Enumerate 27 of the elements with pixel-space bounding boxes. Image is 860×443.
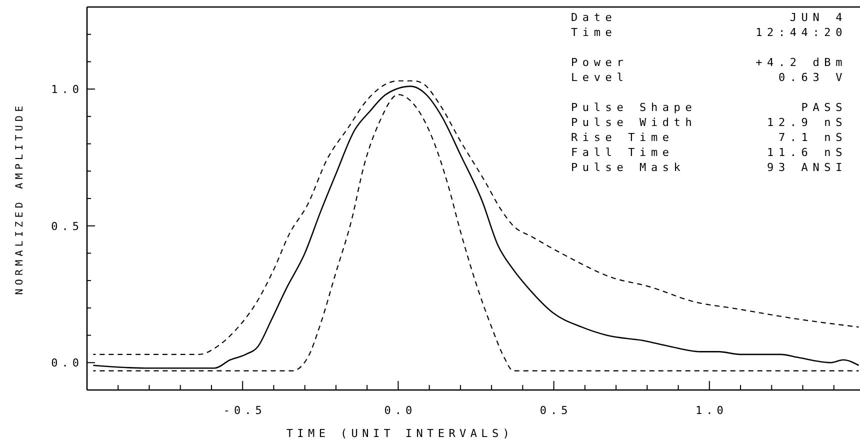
annotation: 12.9 nS	[767, 116, 847, 129]
annotation: 7.1 nS	[778, 131, 847, 144]
y-tick-label: 0.5	[51, 220, 83, 233]
x-tick-label: 0.0	[384, 404, 416, 417]
annotation: Rise Time	[571, 131, 674, 144]
x-tick-label: 1.0	[695, 404, 728, 417]
annotation: Time	[571, 26, 617, 39]
annotation: Power	[571, 56, 628, 69]
x-tick-label: -0.5	[223, 404, 266, 417]
annotation: Pulse Mask	[571, 161, 686, 174]
x-tick-label: 0.5	[540, 404, 572, 417]
annotation: 11.6 nS	[767, 146, 847, 159]
y-axis-title: NORMALIZED AMPLITUDE	[14, 102, 26, 295]
annotation: JUN 4	[790, 11, 847, 24]
annotation: Pulse Width	[571, 116, 697, 129]
annotation: Date	[571, 11, 617, 24]
annotation: Fall Time	[571, 146, 674, 159]
annotation: 0.63 V	[778, 71, 847, 84]
annotation: 12:44:20	[756, 26, 847, 39]
x-axis-title: TIME (UNIT INTERVALS)	[286, 427, 514, 440]
y-tick-label: 1.0	[51, 83, 83, 96]
annotation: 93 ANSI	[767, 161, 847, 174]
annotation: +4.2 dBm	[756, 56, 847, 69]
y-tick-label: 0.0	[51, 356, 83, 370]
annotation: PASS	[801, 101, 847, 114]
annotation: Pulse Shape	[571, 101, 697, 114]
annotation: Level	[571, 71, 628, 84]
